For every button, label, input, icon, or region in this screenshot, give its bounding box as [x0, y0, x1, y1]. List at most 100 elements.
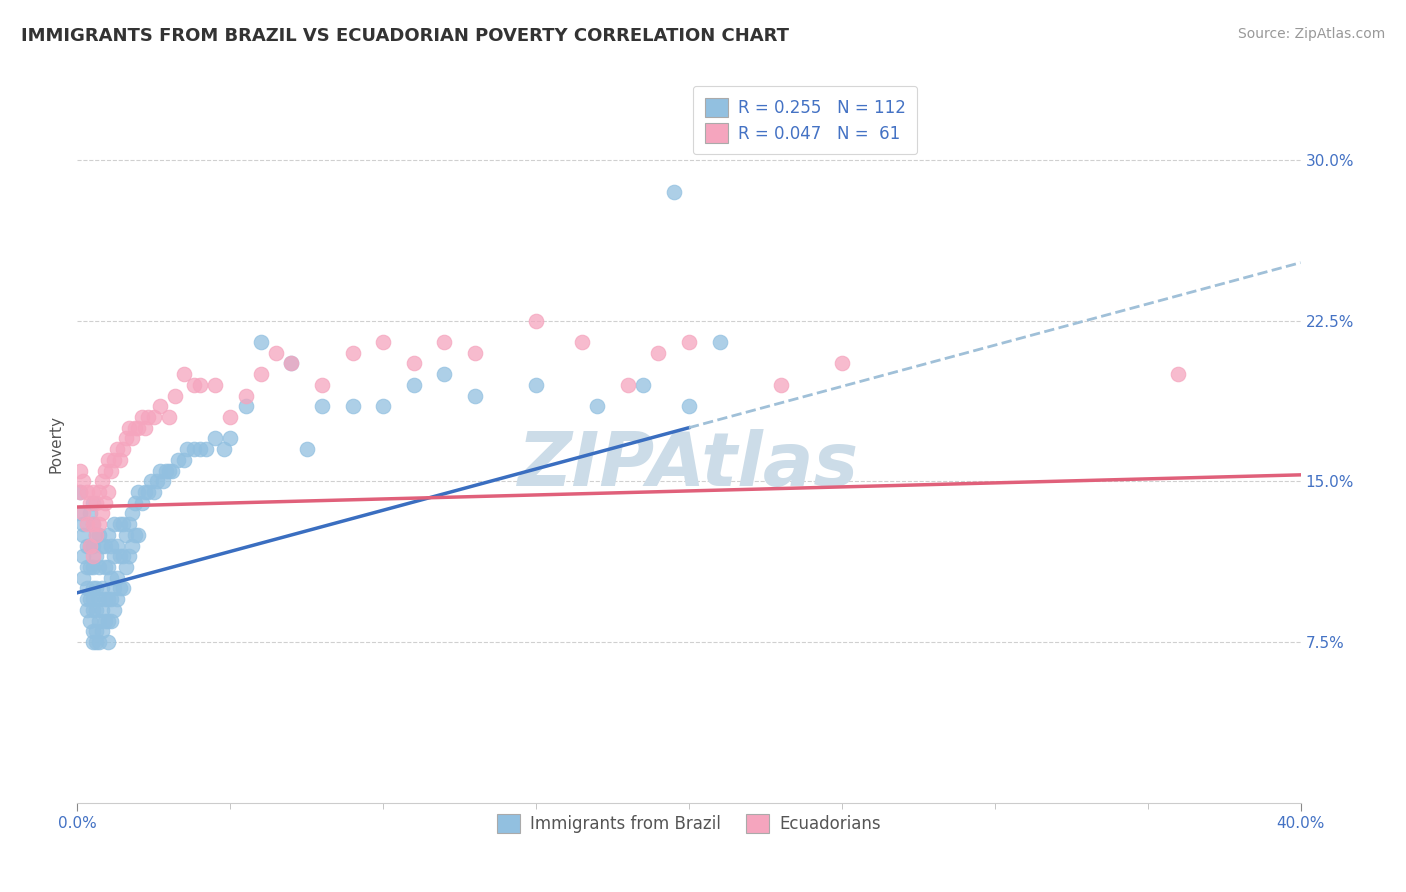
Point — [79, 560, 101, 574]
Point — [157, 409, 180, 424]
Point — [103, 603, 125, 617]
Point — [160, 464, 183, 478]
Point — [402, 356, 425, 370]
Point — [131, 496, 153, 510]
Point — [118, 420, 141, 434]
Point — [94, 464, 117, 478]
Point — [100, 571, 122, 585]
Point — [84, 624, 107, 639]
Point — [103, 517, 125, 532]
Point — [82, 517, 104, 532]
Point — [82, 624, 104, 639]
Point — [76, 560, 98, 574]
Point — [97, 592, 120, 607]
Point — [76, 603, 98, 617]
Point — [134, 485, 156, 500]
Point — [311, 399, 333, 413]
Point — [464, 388, 486, 402]
Point — [97, 453, 120, 467]
Point — [127, 485, 149, 500]
Point — [82, 560, 104, 574]
Point — [72, 528, 94, 542]
Point — [631, 377, 654, 392]
Point — [121, 507, 143, 521]
Point — [87, 528, 110, 542]
Point — [82, 603, 104, 617]
Point — [1167, 367, 1189, 381]
Point — [82, 592, 104, 607]
Point — [188, 377, 211, 392]
Point — [212, 442, 235, 457]
Point — [108, 517, 131, 532]
Point — [84, 528, 107, 542]
Point — [90, 475, 112, 489]
Point — [402, 377, 425, 392]
Point — [90, 603, 112, 617]
Point — [105, 539, 128, 553]
Point — [108, 582, 131, 596]
Point — [183, 442, 205, 457]
Point — [678, 399, 700, 413]
Point — [709, 334, 731, 349]
Point — [84, 496, 107, 510]
Point — [94, 614, 117, 628]
Point — [264, 345, 287, 359]
Point — [647, 345, 669, 359]
Point — [87, 560, 110, 574]
Point — [90, 539, 112, 553]
Point — [100, 464, 122, 478]
Point — [82, 549, 104, 564]
Point — [87, 485, 110, 500]
Point — [204, 377, 226, 392]
Point — [115, 560, 138, 574]
Point — [165, 388, 187, 402]
Point — [617, 377, 640, 392]
Point — [90, 582, 112, 596]
Point — [678, 334, 700, 349]
Point — [112, 549, 135, 564]
Point — [433, 334, 456, 349]
Point — [524, 313, 547, 327]
Point — [155, 464, 177, 478]
Point — [127, 528, 149, 542]
Point — [280, 356, 302, 370]
Point — [79, 614, 101, 628]
Point — [87, 635, 110, 649]
Point — [84, 549, 107, 564]
Point — [118, 517, 141, 532]
Point — [94, 496, 117, 510]
Point — [108, 453, 131, 467]
Point — [84, 635, 107, 649]
Point — [152, 475, 174, 489]
Point — [149, 464, 172, 478]
Point — [235, 399, 257, 413]
Point — [76, 592, 98, 607]
Point — [235, 388, 257, 402]
Point — [188, 442, 211, 457]
Point — [87, 517, 110, 532]
Point — [82, 496, 104, 510]
Point — [194, 442, 217, 457]
Point — [173, 453, 195, 467]
Point — [105, 442, 128, 457]
Text: ZIPAtlas: ZIPAtlas — [519, 429, 859, 502]
Point — [97, 485, 120, 500]
Point — [311, 377, 333, 392]
Point — [142, 485, 165, 500]
Point — [149, 399, 172, 413]
Point — [94, 592, 117, 607]
Point — [100, 539, 122, 553]
Point — [69, 485, 91, 500]
Point — [72, 571, 94, 585]
Point — [97, 528, 120, 542]
Point — [142, 409, 165, 424]
Point — [371, 334, 394, 349]
Point — [157, 464, 180, 478]
Point — [94, 560, 117, 574]
Point — [586, 399, 609, 413]
Text: Source: ZipAtlas.com: Source: ZipAtlas.com — [1237, 27, 1385, 41]
Point — [97, 635, 120, 649]
Point — [183, 377, 205, 392]
Point — [464, 345, 486, 359]
Point — [97, 560, 120, 574]
